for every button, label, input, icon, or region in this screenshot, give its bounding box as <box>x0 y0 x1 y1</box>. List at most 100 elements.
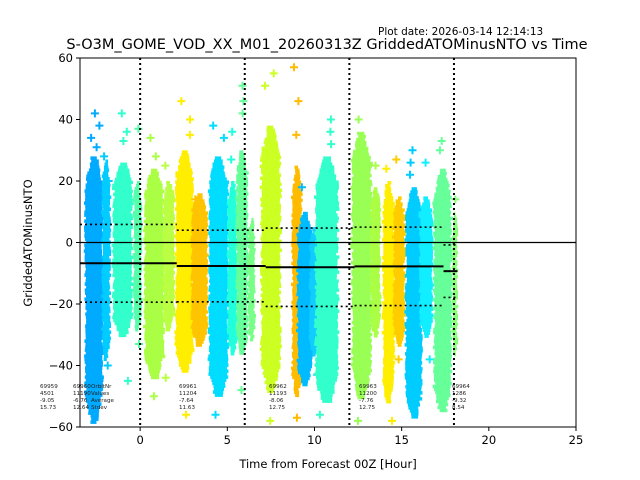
data-point-cluster <box>453 223 458 228</box>
data-point-cluster <box>315 198 339 202</box>
data-point-cluster <box>434 342 452 347</box>
data-point-cluster <box>298 352 313 357</box>
data-point-cluster <box>85 216 104 220</box>
data-point-cluster <box>406 400 420 404</box>
data-point-cluster <box>260 293 280 298</box>
data-point-cluster <box>370 277 380 281</box>
data-point-cluster <box>434 351 452 356</box>
data-point-cluster <box>435 381 452 386</box>
data-columns <box>83 63 460 425</box>
data-point-cluster <box>436 396 449 401</box>
data-point-cluster <box>191 223 209 227</box>
x-tick-label: 15 <box>394 433 409 447</box>
data-point-cluster <box>85 315 104 319</box>
data-point-cluster <box>310 296 320 300</box>
data-point-cluster <box>164 214 175 218</box>
data-point-cluster <box>164 322 172 326</box>
data-point-cluster <box>301 214 308 219</box>
data-point-cluster <box>261 320 281 325</box>
data-point-cluster <box>384 385 394 389</box>
data-point-cluster <box>214 159 223 163</box>
data-point-cluster <box>261 200 280 205</box>
data-point-cluster <box>405 253 422 257</box>
data-point-cluster <box>134 325 139 329</box>
data-point-cluster <box>350 158 371 163</box>
data-point-cluster <box>451 235 457 240</box>
data-point-cluster <box>228 244 239 248</box>
data-point-cluster <box>175 294 194 298</box>
data-point-cluster <box>370 256 381 260</box>
data-point-cluster <box>208 309 228 313</box>
outlier-point <box>177 97 186 106</box>
data-point-cluster <box>163 289 175 293</box>
outlier-point <box>104 177 113 185</box>
data-point-cluster <box>382 274 395 278</box>
data-point-cluster <box>405 325 421 329</box>
data-point-cluster <box>162 211 175 215</box>
data-point-cluster <box>353 266 372 271</box>
data-point-cluster <box>452 253 458 258</box>
data-point-cluster <box>297 367 311 372</box>
data-point-cluster <box>86 174 101 178</box>
data-point-cluster <box>260 359 280 364</box>
data-point-cluster <box>101 303 110 307</box>
x-tick-label: 20 <box>482 433 497 447</box>
data-point-cluster <box>144 195 163 200</box>
data-point-cluster <box>419 241 433 245</box>
data-point-cluster <box>315 252 337 256</box>
data-point-cluster <box>261 335 282 340</box>
data-point-cluster <box>406 382 423 386</box>
data-point-cluster <box>314 372 339 376</box>
data-point-cluster <box>208 288 228 292</box>
data-point-cluster <box>163 313 176 317</box>
data-point-cluster <box>370 229 381 233</box>
data-point-cluster <box>369 232 380 236</box>
orbit-annotation-value: 69964 <box>452 384 470 390</box>
data-point-cluster <box>393 211 404 215</box>
data-point-cluster <box>316 282 338 286</box>
data-point-cluster <box>227 283 237 287</box>
data-point-cluster <box>405 337 423 341</box>
data-point-cluster <box>432 201 452 206</box>
data-point-cluster <box>434 378 451 383</box>
data-point-cluster <box>228 205 239 209</box>
data-point-cluster <box>452 238 458 243</box>
data-point-cluster <box>248 241 256 246</box>
data-point-cluster <box>235 180 248 184</box>
orbit-annotation-value: 69961 <box>179 384 197 390</box>
data-point-cluster <box>101 186 110 190</box>
data-point-cluster <box>436 189 451 194</box>
data-point-cluster <box>103 264 111 268</box>
data-point-cluster <box>174 261 194 265</box>
data-point-cluster <box>292 270 303 275</box>
data-column <box>296 183 314 387</box>
data-point-cluster <box>433 222 452 227</box>
data-point-cluster <box>406 340 423 344</box>
data-point-cluster <box>371 322 380 326</box>
data-point-cluster <box>396 337 404 341</box>
data-point-cluster <box>143 309 163 314</box>
data-point-cluster <box>393 214 406 218</box>
data-point-cluster <box>266 128 275 133</box>
data-point-cluster <box>118 330 129 335</box>
data-point-cluster <box>162 223 174 227</box>
data-point-cluster <box>351 239 371 244</box>
data-point-cluster <box>84 231 103 235</box>
stat-lines <box>80 58 576 427</box>
data-point-cluster <box>370 310 380 314</box>
data-point-cluster <box>314 267 338 271</box>
data-point-cluster <box>103 222 112 226</box>
data-point-cluster <box>114 180 133 185</box>
data-point-cluster <box>113 318 131 323</box>
data-point-cluster <box>207 330 228 334</box>
data-point-cluster <box>352 311 372 316</box>
data-point-cluster <box>405 352 423 356</box>
data-point-cluster <box>260 278 281 283</box>
data-point-cluster <box>371 199 381 203</box>
data-point-cluster <box>112 219 132 224</box>
data-point-cluster <box>394 274 406 278</box>
data-point-cluster <box>174 336 193 340</box>
data-point-cluster <box>228 343 236 347</box>
data-point-cluster <box>135 322 141 326</box>
data-point-cluster <box>315 234 337 238</box>
